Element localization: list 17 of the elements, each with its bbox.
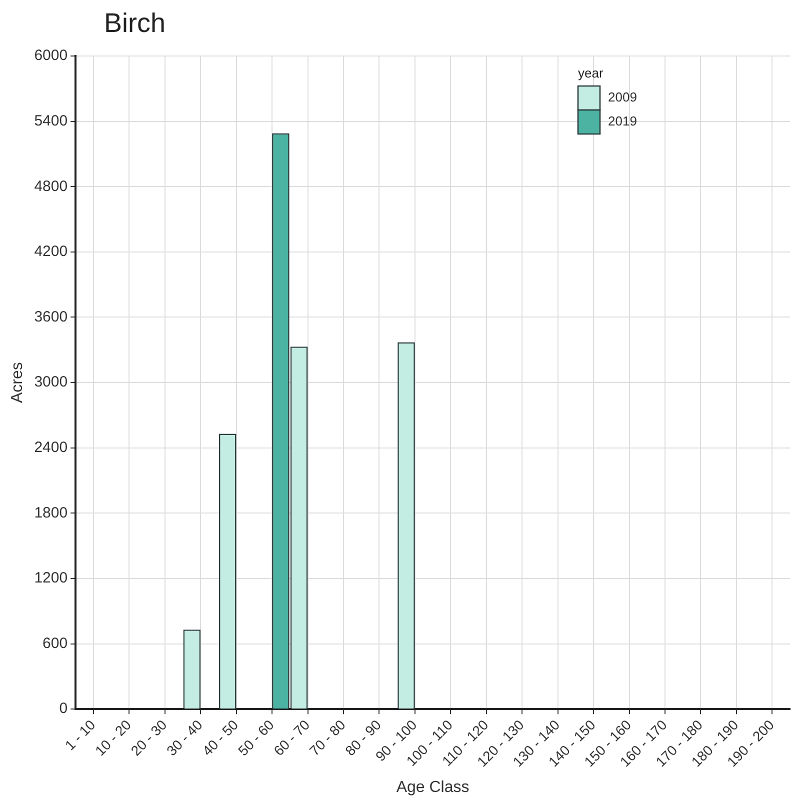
y-tick-label: 4200 [34, 243, 68, 260]
y-axis-title: Acres [9, 362, 26, 403]
y-tick-label: 0 [59, 700, 68, 718]
y-tick-label: 6000 [34, 47, 68, 64]
y-tick-label: 3000 [34, 374, 68, 391]
y-tick-label: 600 [42, 634, 68, 652]
y-tick-label: 1200 [34, 570, 68, 587]
y-tick-label: 4800 [34, 178, 68, 195]
legend-title: year [578, 66, 604, 81]
y-tick-label: 2400 [34, 438, 68, 456]
legend-label: 2019 [608, 114, 637, 129]
y-tick-label: 3600 [34, 308, 68, 326]
y-tick-label: 5400 [34, 112, 68, 130]
x-axis-title: Age Class [396, 778, 470, 796]
y-tick-label: 1800 [34, 504, 68, 522]
legend-label: 2009 [608, 90, 637, 105]
chart-title: Birch [104, 8, 166, 39]
